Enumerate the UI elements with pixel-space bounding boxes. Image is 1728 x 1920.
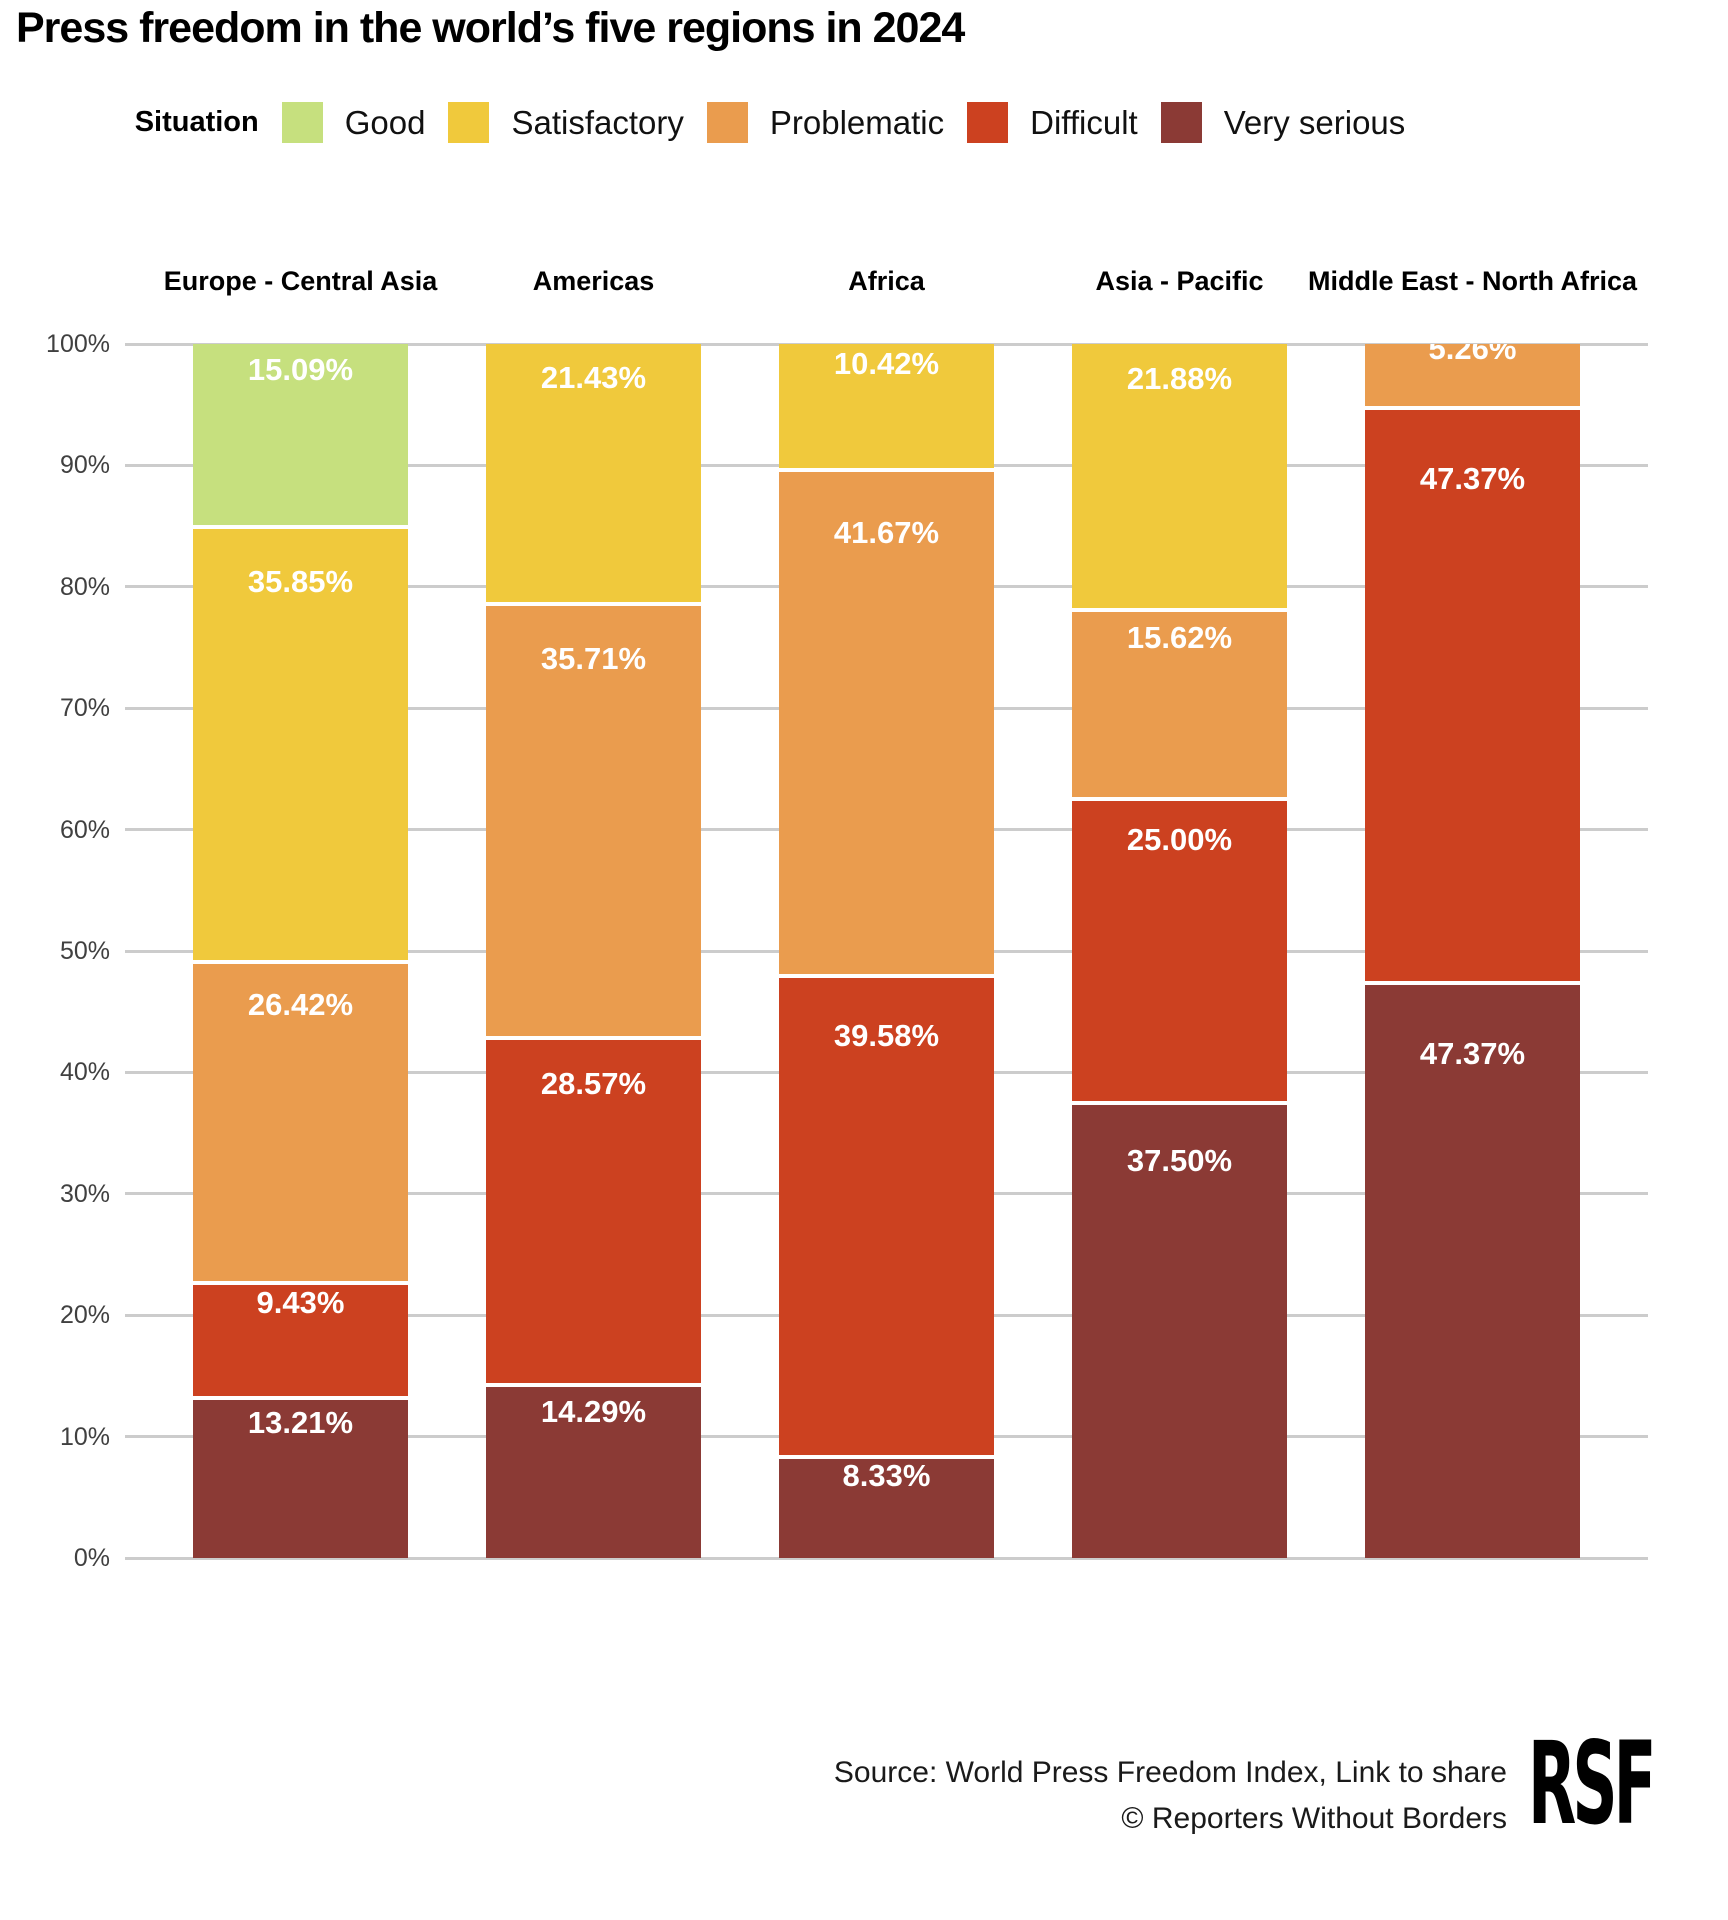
- y-tick-label: 50%: [59, 937, 110, 965]
- segment-value-label: 26.42%: [247, 987, 354, 1023]
- legend-item: Satisfactory: [448, 102, 684, 143]
- legend-item-label: Difficult: [1030, 103, 1138, 141]
- category-header: Americas: [532, 266, 655, 296]
- y-tick-label: 80%: [59, 572, 110, 601]
- segment-value-label: 41.67%: [833, 515, 940, 551]
- legend-item: Very serious: [1160, 102, 1406, 143]
- category-header: Africa: [848, 266, 925, 296]
- y-tick-label: 30%: [59, 1179, 110, 1208]
- gridline: [125, 1556, 1648, 1560]
- chart-title: Press freedom in the world’s five region…: [16, 4, 965, 52]
- y-tick-label: 100%: [46, 330, 110, 358]
- segment-value-label: 35.71%: [540, 641, 647, 677]
- bar-segment-very-serious: 37.50%: [1072, 1104, 1287, 1558]
- bar-column-europe-central-asia: 15.09% 35.85% 26.42% 9.43% 13.21%: [193, 344, 408, 1558]
- bar-segment-problematic: 41.67%: [779, 472, 994, 975]
- bar-segment-problematic: 15.62%: [1072, 611, 1287, 798]
- segment-value-label: 15.62%: [1126, 619, 1233, 655]
- y-tick-label: 70%: [59, 694, 110, 723]
- bar-column-middle-east-north-africa: 5.26% 47.37% 47.37%: [1365, 344, 1580, 1558]
- legend-swatch-problematic: [706, 102, 748, 143]
- legend-item: Good: [281, 102, 426, 143]
- y-tick-label: 90%: [59, 451, 110, 480]
- bar-segment-problematic: 26.42%: [193, 964, 408, 1282]
- source-line: Source: World Press Freedom Index, Link …: [834, 1750, 1507, 1796]
- bar-segment-difficult: 47.37%: [1365, 409, 1580, 981]
- segment-value-label: 15.09%: [247, 352, 354, 387]
- legend-swatch-satisfactory: [448, 102, 490, 143]
- legend-item-label: Very serious: [1223, 103, 1406, 141]
- bar-segment-good: 15.09%: [193, 344, 408, 526]
- y-tick-label: 40%: [59, 1058, 110, 1087]
- legend-title: Situation: [134, 106, 259, 138]
- segment-value-label: 14.29%: [540, 1393, 647, 1429]
- segment-value-label: 39.58%: [833, 1018, 940, 1054]
- copyright-text: © Reporters Without Borders: [1121, 1802, 1507, 1835]
- segment-value-label: 10.42%: [833, 346, 940, 381]
- bar-segment-satisfactory: 21.88%: [1072, 344, 1287, 608]
- legend-item: Problematic: [706, 102, 945, 143]
- bar-segment-difficult: 25.00%: [1072, 801, 1287, 1101]
- category-header: Asia - Pacific: [1095, 266, 1264, 296]
- bar-segment-difficult: 28.57%: [486, 1039, 701, 1383]
- segment-value-label: 25.00%: [1126, 822, 1233, 858]
- bar-segment-very-serious: 47.37%: [1365, 984, 1580, 1558]
- bar-column-asia-pacific: 21.88% 15.62% 25.00% 37.50%: [1072, 344, 1287, 1558]
- bar-segment-satisfactory: 10.42%: [779, 344, 994, 469]
- y-tick-label: 10%: [59, 1422, 110, 1451]
- segment-value-label: 35.85%: [247, 564, 354, 600]
- segment-value-label: 47.37%: [1419, 1035, 1526, 1071]
- segment-value-label: 21.43%: [540, 360, 647, 395]
- bar-segment-satisfactory: 35.85%: [193, 529, 408, 961]
- y-tick-label: 60%: [59, 815, 110, 844]
- bar-segment-satisfactory: 21.43%: [486, 344, 701, 603]
- legend-swatch-very-serious: [1160, 102, 1202, 143]
- legend-item-label: Problematic: [769, 103, 945, 141]
- bar-column-americas: 21.43% 35.71% 28.57% 14.29%: [486, 344, 701, 1558]
- y-tick-label: 0%: [73, 1544, 110, 1572]
- legend: Situation Good Satisfactory Problematic Dif…: [0, 102, 1540, 143]
- bar-segment-problematic: 5.26%: [1365, 344, 1580, 406]
- source-text: Source: World Press Freedom Index,: [833, 1756, 1336, 1789]
- bar-segment-problematic: 35.71%: [486, 606, 701, 1036]
- y-tick-label: 20%: [59, 1301, 110, 1330]
- legend-item-label: Satisfactory: [511, 103, 684, 141]
- bar-segment-very-serious: 8.33%: [779, 1458, 994, 1558]
- footer: Source: World Press Freedom Index, Link …: [834, 1750, 1507, 1842]
- legend-swatch-difficult: [967, 102, 1009, 143]
- segment-value-label: 28.57%: [540, 1065, 647, 1101]
- share-link[interactable]: Link to share: [1335, 1756, 1507, 1789]
- segment-value-label: 9.43%: [256, 1285, 345, 1321]
- segment-value-label: 13.21%: [247, 1404, 354, 1440]
- segment-value-label: 8.33%: [842, 1458, 931, 1493]
- legend-item: Difficult: [967, 102, 1138, 143]
- rsf-logo[interactable]: RSF: [1528, 1717, 1656, 1851]
- segment-value-label: 47.37%: [1419, 460, 1526, 496]
- category-header: Middle East - North Africa: [1307, 266, 1638, 296]
- segment-value-label: 5.26%: [1428, 344, 1517, 366]
- bar-segment-difficult: 39.58%: [779, 978, 994, 1455]
- segment-value-label: 21.88%: [1126, 361, 1233, 396]
- bar-segment-difficult: 9.43%: [193, 1285, 408, 1396]
- legend-swatch-good: [281, 102, 323, 143]
- category-header: Europe - Central Asia: [163, 266, 438, 296]
- bar-segment-very-serious: 13.21%: [193, 1399, 408, 1558]
- bar-segment-very-serious: 14.29%: [486, 1386, 701, 1558]
- segment-value-label: 37.50%: [1126, 1142, 1233, 1178]
- legend-item-label: Good: [344, 103, 426, 141]
- bar-column-africa: 10.42% 41.67% 39.58% 8.33%: [779, 344, 994, 1558]
